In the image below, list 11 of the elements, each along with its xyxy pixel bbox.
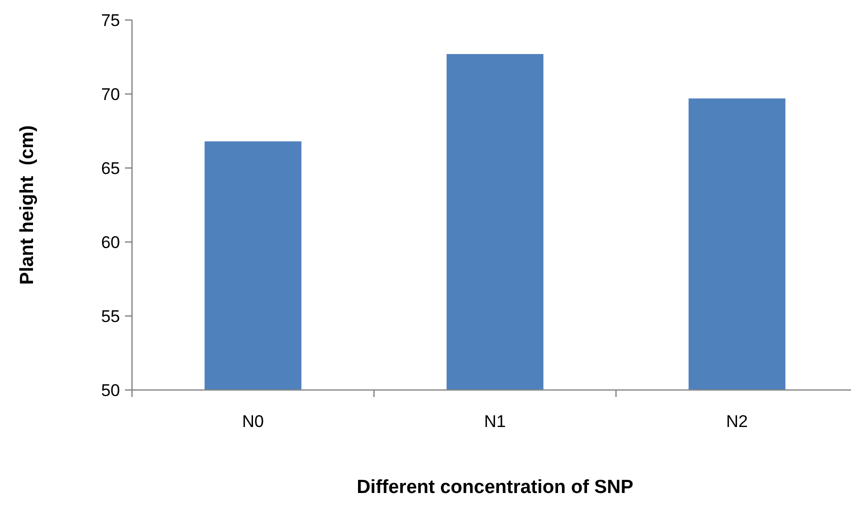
y-tick-label: 50 xyxy=(101,380,120,400)
y-axis-title: Plant height (cm) xyxy=(17,125,38,285)
y-tick-label: 70 xyxy=(101,84,120,104)
y-tick-label: 60 xyxy=(101,232,120,252)
x-axis-title: Different concentration of SNP xyxy=(356,477,634,498)
y-tick-label: 75 xyxy=(101,10,120,30)
x-tick-label: N0 xyxy=(242,412,264,431)
y-tick-label: 65 xyxy=(101,158,120,178)
y-tick-label: 55 xyxy=(101,306,120,326)
x-tick-label: N2 xyxy=(726,412,748,431)
x-tick-label: N1 xyxy=(484,412,506,431)
